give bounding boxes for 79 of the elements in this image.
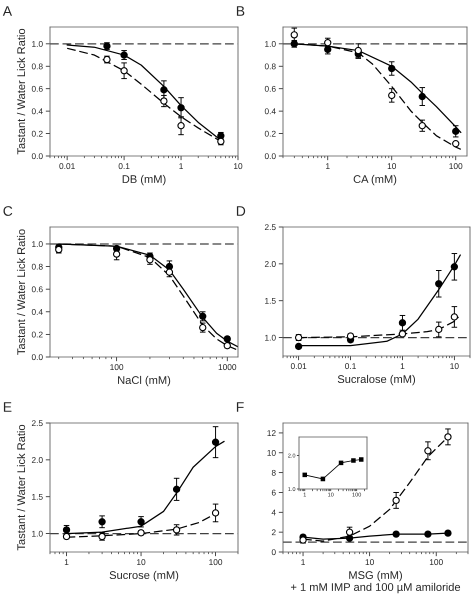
- y-tick-label: 0.0: [32, 153, 43, 160]
- y-tick-label: 2.0: [264, 261, 276, 267]
- y-tick-label: 12: [267, 430, 276, 436]
- x-tick-label: 10: [234, 163, 242, 170]
- y-tick-label: 0.6: [264, 86, 276, 92]
- x-tick-label: 10: [388, 163, 396, 170]
- y-tick-label: 0.2: [32, 332, 43, 338]
- point: [137, 518, 145, 526]
- x-axis-title: NaCl (mM): [118, 376, 170, 386]
- y-tick-label: 2.0: [32, 457, 43, 463]
- x-tick-label: 100: [209, 559, 222, 566]
- y-tick-label: 0.8: [32, 63, 43, 70]
- y-tick-label: 0.4: [32, 308, 43, 315]
- x-axis-title: Sucrose (mM): [110, 570, 178, 582]
- chart-title: C: [3, 206, 12, 216]
- y-tick-label: 0: [272, 549, 276, 556]
- x-tick-label: 0.01: [59, 163, 75, 170]
- x-tick-label: 0.1: [118, 163, 130, 170]
- y-tick-label: 1.0: [265, 334, 276, 341]
- x-tick-label: 100: [110, 364, 124, 370]
- x-axis-title: CA (mM): [354, 174, 396, 186]
- y-tick-label: 6: [272, 490, 276, 496]
- y-tick-label: 2.5: [32, 420, 43, 426]
- point: [212, 438, 220, 446]
- y-tick-label: 10: [267, 450, 276, 456]
- y-axis-title: Tastant / Water Lick Ratio: [16, 424, 26, 550]
- x-tick-label: 10: [366, 559, 374, 566]
- point: [388, 92, 396, 100]
- point: [452, 128, 460, 135]
- y-tick-label: 1.0: [32, 530, 43, 537]
- point: [452, 140, 460, 148]
- x-tick-label: 10: [137, 559, 146, 566]
- y-tick-label: 1.0: [265, 41, 276, 47]
- point: [212, 509, 220, 517]
- point: [418, 122, 426, 130]
- y-axis-title: Tastant / Water Lick Ratio: [16, 28, 26, 154]
- y-tick-label: 0.0: [264, 153, 276, 160]
- x-axis-title: DB (mM): [122, 174, 166, 186]
- chart-title: F: [236, 402, 244, 412]
- y-tick-label: 0.6: [32, 86, 43, 92]
- chart-title: B: [236, 6, 244, 16]
- point: [160, 86, 168, 94]
- x-tick-label: 100: [430, 559, 443, 566]
- y-tick-label: 1.0: [32, 41, 43, 47]
- x-tick-label: 1: [179, 163, 183, 169]
- point: [388, 64, 396, 72]
- x-tick-label: 1: [326, 163, 330, 169]
- point: [290, 31, 298, 39]
- x-tick-label: 1000: [218, 364, 236, 370]
- x-axis-title: MSG (mM) + 1 mM IMP and 100 µM amiloride: [290, 570, 460, 594]
- y-tick-label: 0.4: [264, 108, 276, 114]
- y-tick-label: 2.5: [264, 224, 276, 230]
- y-tick-label: 0.8: [264, 63, 276, 70]
- x-tick-label: 0.01: [290, 363, 306, 370]
- y-axis-title: Tastant / Water Lick Ratio: [16, 229, 26, 355]
- chart-title: E: [4, 402, 12, 412]
- y-tick-label: 0.2: [32, 130, 43, 137]
- point: [418, 92, 426, 100]
- y-tick-label: 0.0: [32, 354, 43, 360]
- point: [354, 46, 362, 54]
- y-tick-label: 0.4: [32, 108, 43, 114]
- x-tick-label: 1: [301, 559, 305, 565]
- y-tick-label: 0.6: [32, 286, 43, 292]
- x-tick-label: 0.1: [345, 363, 356, 370]
- y-tick-label: 0.8: [32, 264, 43, 270]
- chart-title: A: [2, 6, 12, 16]
- y-tick-label: 1.5: [32, 494, 43, 500]
- x-axis-title: Sucralose (mM): [338, 374, 416, 386]
- x-tick-label: 1: [64, 559, 68, 565]
- chart-title: D: [236, 206, 246, 216]
- y-tick-label: 8: [272, 470, 276, 476]
- x-tick-label: 100: [449, 163, 462, 170]
- x-tick-label: 10: [450, 363, 459, 370]
- y-tick-label: 0.2: [264, 130, 276, 137]
- y-tick-label: 4: [272, 510, 276, 516]
- x-tick-label: 1: [400, 363, 404, 369]
- y-tick-label: 1.5: [265, 298, 276, 304]
- y-tick-label: 1.0: [32, 241, 43, 248]
- y-tick-label: 2: [272, 529, 276, 536]
